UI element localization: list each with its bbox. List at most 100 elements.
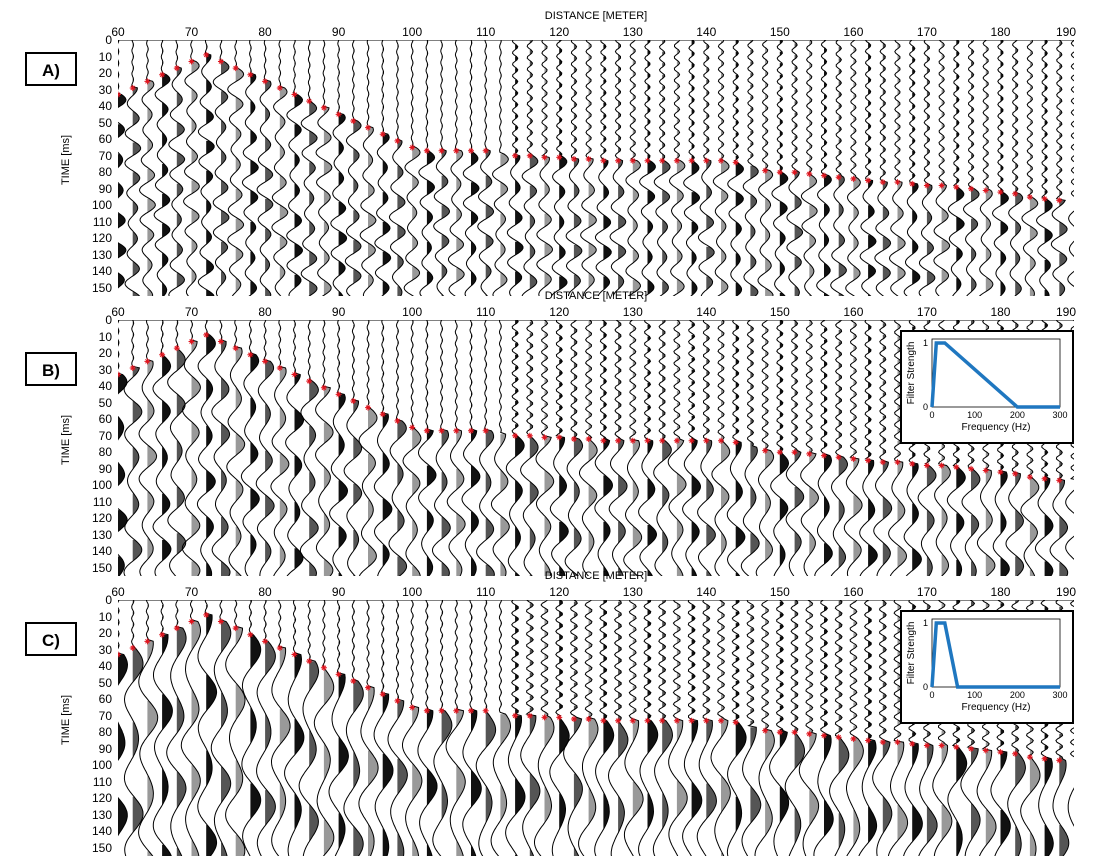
- x-tick-label: 60: [111, 25, 125, 39]
- y-tick-label: 60: [98, 412, 112, 427]
- pick-marker: [409, 144, 416, 151]
- seismic-trace: [652, 600, 674, 856]
- pick-marker: [217, 618, 224, 625]
- seismic-trace: [211, 320, 231, 576]
- seismic-trace: [696, 600, 717, 856]
- pick-marker: [688, 157, 695, 164]
- seismic-trace: [447, 40, 465, 296]
- seismic-trace: [1021, 40, 1039, 296]
- pick-marker: [232, 65, 239, 72]
- pick-marker: [320, 384, 327, 391]
- filter-response-line: [930, 621, 1060, 689]
- x-tick-label: 190: [1055, 585, 1077, 599]
- seismic-trace: [166, 600, 187, 856]
- pick-marker: [291, 371, 298, 378]
- pick-marker: [512, 152, 519, 159]
- pick-marker: [291, 91, 298, 98]
- x-tick-label: 120: [549, 585, 570, 599]
- pick-marker: [806, 450, 813, 457]
- seismic-trace: [947, 40, 965, 296]
- pick-marker: [982, 187, 989, 194]
- seismic-trace: [534, 600, 555, 856]
- y-tick-label: 120: [91, 511, 112, 526]
- pick-marker: [129, 84, 136, 91]
- pick-marker: [1026, 474, 1033, 481]
- panel-label: C): [25, 622, 77, 656]
- x-tick-label: 180: [990, 585, 1011, 599]
- y-tick-label: 0: [105, 33, 112, 47]
- seismic-trace: [682, 600, 703, 856]
- seismic-trace: [256, 40, 274, 296]
- seismic-plot: [118, 40, 1074, 296]
- seismic-trace: [490, 320, 510, 576]
- seismic-trace: [594, 320, 614, 576]
- inset-x-axis-title: Frequency (Hz): [962, 702, 1031, 713]
- seismic-trace: [754, 600, 775, 856]
- pick-marker: [865, 737, 872, 744]
- pick-marker: [262, 358, 269, 365]
- y-tick-label: 90: [98, 741, 112, 756]
- seismic-trace: [991, 40, 1009, 296]
- pick-marker: [453, 707, 460, 714]
- seismic-trace: [757, 40, 774, 296]
- seismic-trace: [872, 600, 893, 856]
- pick-marker: [512, 432, 519, 439]
- seismic-trace: [697, 320, 716, 576]
- pick-marker: [467, 707, 474, 714]
- panel-a: DISTANCE [METER] 60 70 80 90 100 110 120 130 140 1…: [0, 10, 1100, 296]
- seismic-trace: [845, 40, 861, 296]
- pick-marker: [894, 739, 901, 746]
- pick-marker: [644, 717, 651, 724]
- y-tick-label: 150: [91, 841, 112, 855]
- pick-marker: [600, 717, 607, 724]
- seismic-trace: [505, 320, 525, 576]
- pick-marker: [541, 714, 548, 721]
- seismic-trace: [814, 320, 833, 576]
- pick-marker: [776, 449, 783, 456]
- first-break-picks: [118, 611, 1063, 764]
- pick-marker: [703, 717, 710, 724]
- pick-marker: [203, 331, 210, 338]
- seismic-trace: [859, 320, 878, 576]
- seismic-trace: [241, 600, 262, 856]
- pick-marker: [394, 417, 401, 424]
- first-break-picks: [118, 331, 1063, 484]
- seismic-trace: [683, 40, 701, 296]
- seismic-trace: [639, 40, 656, 296]
- pick-marker: [438, 427, 445, 434]
- filter-response-inset: 0 100 200 300 0 1 Frequency (Hz) Filter Strengt…: [900, 330, 1074, 444]
- seismic-trace: [741, 600, 762, 856]
- y-tick-label: 10: [98, 329, 112, 344]
- pick-marker: [718, 437, 725, 444]
- pick-marker: [379, 691, 386, 698]
- pick-marker: [556, 154, 563, 161]
- pick-marker: [615, 717, 622, 724]
- inset-x-tick-label: 100: [967, 410, 982, 420]
- seismic-trace: [1067, 600, 1074, 827]
- filter-response-inset: 0 100 200 300 0 1 Frequency (Hz) Filter Strengt…: [900, 610, 1074, 724]
- pick-marker: [335, 111, 342, 118]
- pick-marker: [806, 730, 813, 737]
- x-tick-label: 70: [184, 305, 199, 319]
- pick-marker: [129, 364, 136, 371]
- seismic-trace: [271, 600, 291, 856]
- y-tick-label: 80: [98, 725, 112, 740]
- pick-marker: [556, 434, 563, 441]
- pick-marker: [585, 156, 592, 163]
- pick-marker: [217, 338, 224, 345]
- pick-marker: [776, 169, 783, 176]
- seismic-trace: [212, 40, 230, 296]
- pick-marker: [144, 78, 151, 85]
- pick-marker: [306, 378, 313, 385]
- seismic-trace: [742, 40, 759, 296]
- seismic-trace: [653, 40, 671, 296]
- seismic-trace: [240, 320, 260, 576]
- y-tick-label: 100: [91, 758, 112, 773]
- seismic-trace: [784, 600, 805, 856]
- seismic-trace: [490, 600, 511, 856]
- seismic-trace: [123, 600, 144, 856]
- seismic-trace: [903, 40, 921, 296]
- pick-marker: [953, 464, 960, 471]
- y-tick-label: 30: [98, 82, 112, 97]
- seismic-trace: [210, 600, 232, 856]
